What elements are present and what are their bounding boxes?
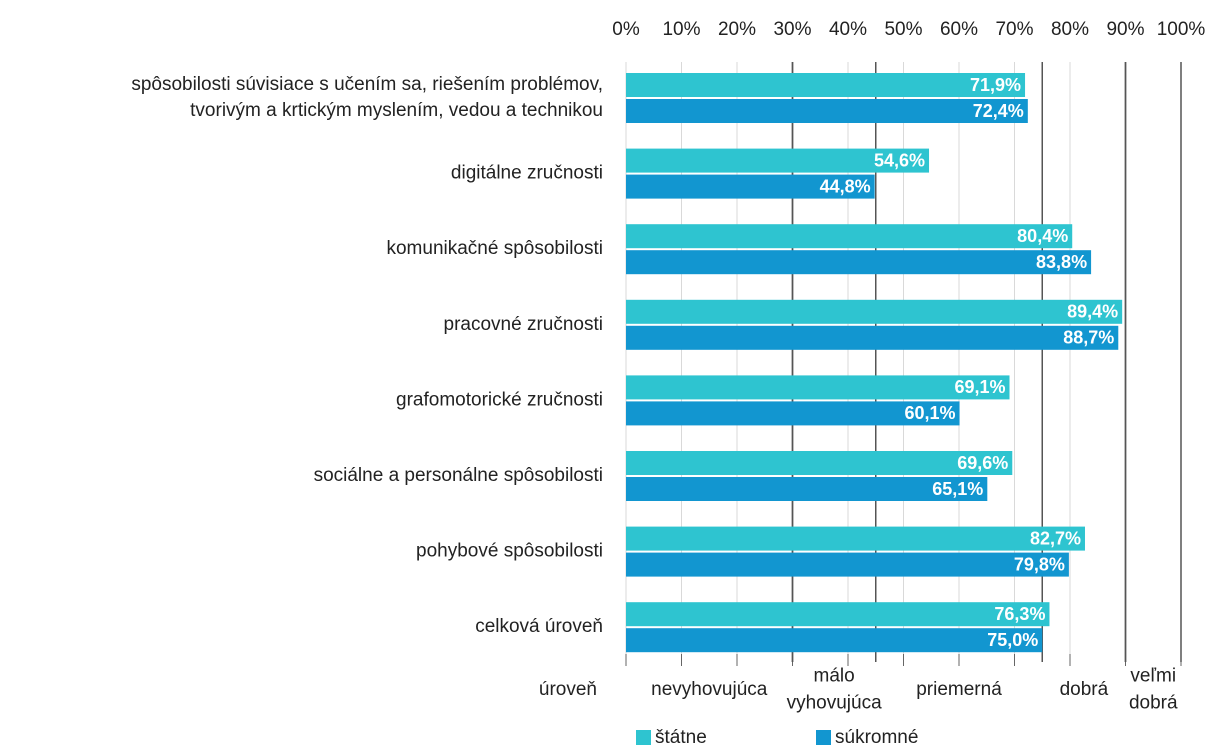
value-label: 65,1% [932, 479, 983, 499]
x-tick-label: 80% [1051, 19, 1089, 40]
category-label: celková úroveň [475, 616, 603, 637]
level-label: málo [814, 666, 855, 687]
value-label: 60,1% [905, 403, 956, 423]
legend-label: súkromné [835, 727, 918, 748]
bar [626, 99, 1028, 123]
value-label: 54,6% [874, 150, 925, 170]
bar [626, 250, 1092, 275]
level-label: veľmi [1130, 666, 1176, 687]
x-tick-label: 60% [940, 19, 978, 40]
category-label: komunikačné spôsobilosti [386, 238, 603, 259]
x-tick-label: 50% [884, 19, 922, 40]
value-label: 75,0% [987, 630, 1038, 650]
bar [626, 73, 1026, 97]
bar [626, 148, 930, 173]
x-tick-label: 90% [1106, 19, 1144, 40]
bar [626, 526, 1085, 551]
value-label: 44,8% [820, 176, 871, 196]
bar [626, 375, 1010, 400]
value-label: 71,9% [970, 75, 1021, 95]
level-title: úroveň [539, 679, 597, 700]
category-label: spôsobilosti súvisiace s učením sa, rieš… [131, 74, 603, 95]
bar [626, 628, 1043, 653]
category-label: digitálne zručnosti [451, 163, 603, 184]
x-tick-label: 100% [1157, 19, 1206, 40]
category-label: pracovné zručnosti [444, 314, 603, 335]
bar [626, 602, 1050, 627]
level-label: dobrá [1060, 679, 1109, 700]
category-label: sociálne a personálne spôsobilosti [314, 465, 603, 486]
bar [626, 477, 988, 501]
value-label: 72,4% [973, 101, 1024, 121]
bar [626, 552, 1069, 577]
value-label: 79,8% [1014, 554, 1065, 574]
category-label: tvorivým a krtickým myslením, vedou a te… [190, 100, 603, 121]
level-label: priemerná [916, 679, 1002, 700]
value-label: 76,3% [994, 604, 1045, 624]
value-label: 69,6% [957, 453, 1008, 473]
value-label: 88,7% [1063, 328, 1114, 348]
legend-swatch [636, 730, 651, 745]
x-tick-label: 20% [718, 19, 756, 40]
value-label: 69,1% [954, 377, 1005, 397]
legend-swatch [816, 730, 831, 745]
level-label: dobrá [1129, 693, 1178, 714]
bar [626, 299, 1123, 324]
bar [626, 451, 1013, 475]
value-label: 83,8% [1036, 252, 1087, 272]
value-label: 82,7% [1030, 528, 1081, 548]
value-label: 80,4% [1017, 226, 1068, 246]
bar [626, 174, 875, 199]
bar [626, 401, 960, 426]
x-tick-label: 30% [773, 19, 811, 40]
category-label: grafomotorické zručnosti [396, 389, 603, 410]
legend-label: štátne [655, 727, 707, 748]
bar [626, 224, 1073, 249]
bar [626, 325, 1119, 350]
level-label: nevyhovujúca [651, 679, 768, 700]
x-tick-label: 40% [829, 19, 867, 40]
x-tick-label: 10% [662, 19, 700, 40]
x-tick-label: 70% [995, 19, 1033, 40]
value-label: 89,4% [1067, 302, 1118, 322]
level-label: vyhovujúca [787, 693, 882, 714]
category-label: pohybové spôsobilosti [416, 541, 603, 562]
x-tick-label: 0% [612, 19, 640, 40]
